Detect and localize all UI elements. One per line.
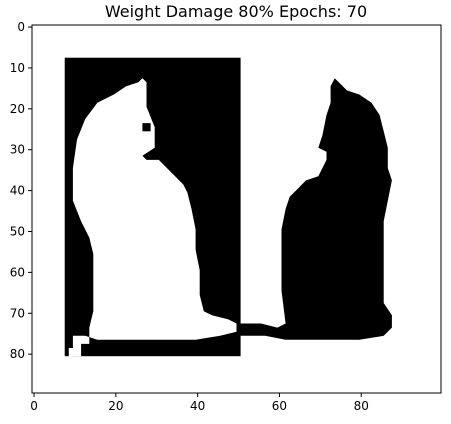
image-layer: [32, 25, 441, 393]
y-tick-label: 30: [10, 143, 25, 157]
y-tick-label: 10: [10, 61, 25, 75]
chart-title: Weight Damage 80% Epochs: 70: [105, 2, 367, 21]
x-tick-label: 40: [190, 399, 205, 413]
x-axis: 0 20 40 60 80: [30, 393, 369, 413]
y-axis: 0 10 20 30 40 50 60 70 80: [10, 20, 32, 361]
x-tick-label: 80: [354, 399, 369, 413]
region-right-cat: [236, 78, 392, 340]
x-tick-label: 60: [272, 399, 287, 413]
y-tick-label: 20: [10, 102, 25, 116]
y-tick-label: 50: [10, 224, 25, 238]
region-left-cat: [68, 78, 237, 361]
y-tick-label: 80: [10, 347, 25, 361]
axes-frame: [31, 24, 442, 394]
x-tick-label: 0: [30, 399, 38, 413]
x-tick-label: 20: [108, 399, 123, 413]
region-left-cat-eye: [142, 123, 151, 132]
y-tick-label: 0: [17, 20, 25, 34]
y-tick-label: 40: [10, 184, 25, 198]
y-tick-label: 60: [10, 265, 25, 279]
y-tick-label: 70: [10, 306, 25, 320]
